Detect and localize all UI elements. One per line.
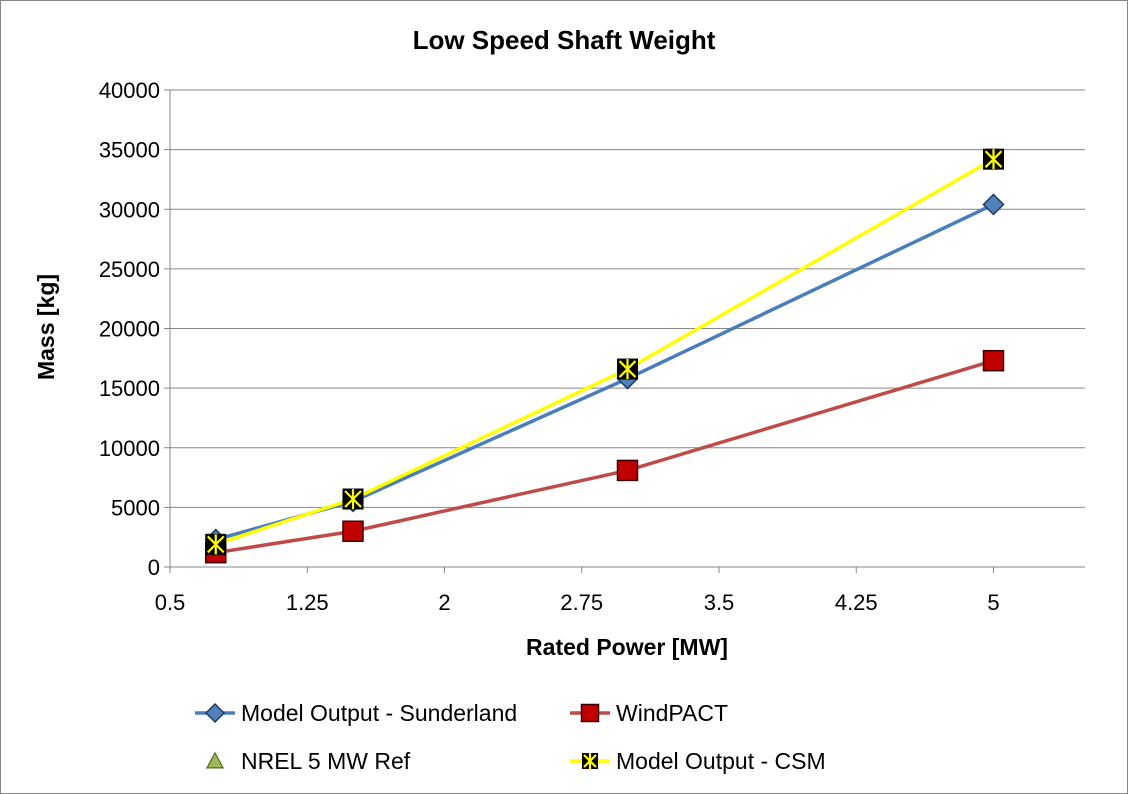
data-point-3-1 <box>342 488 364 510</box>
data-point-3-0 <box>205 533 227 555</box>
y-tick-label: 35000 <box>99 138 160 163</box>
y-axis-title: Mass [kg] <box>33 274 59 380</box>
legend-label: Model Output - CSM <box>616 748 826 774</box>
y-tick-label: 10000 <box>99 436 160 461</box>
y-tick-label: 25000 <box>99 257 160 282</box>
data-point-0-3 <box>982 193 1005 216</box>
x-tick-label: 5 <box>987 590 999 615</box>
legend-marker <box>204 702 226 724</box>
y-tick-label: 40000 <box>99 78 160 103</box>
x-tick-label: 4.25 <box>835 590 878 615</box>
legend-entry-1: WindPACT <box>570 700 728 726</box>
legend-marker <box>582 753 598 769</box>
legend-marker <box>205 751 225 769</box>
legend-label: Model Output - Sunderland <box>241 700 517 726</box>
legend-marker <box>580 703 600 723</box>
data-point-1-2 <box>616 459 639 482</box>
legend-label: WindPACT <box>616 700 728 726</box>
data-point-3-3 <box>983 148 1004 170</box>
legend-entry-3: Model Output - CSM <box>570 748 826 774</box>
series-line-3 <box>215 157 995 547</box>
data-point-1-3 <box>982 349 1005 372</box>
x-tick-label: 2.75 <box>560 590 603 615</box>
axes: 0 5000 10000 15000 20000 25000 30000 35000 40000… <box>99 78 1085 615</box>
series-line-1 <box>215 359 995 555</box>
x-tick-label: 3.5 <box>704 590 735 615</box>
x-tick-label: 1.25 <box>286 590 329 615</box>
legend-entry-0: Model Output - Sunderland <box>195 700 517 726</box>
data-point-1-1 <box>342 520 364 542</box>
data-point-3-2 <box>617 358 638 380</box>
chart-title: Low Speed Shaft Weight <box>413 25 716 55</box>
x-axis-title: Rated Power [MW] <box>526 634 728 660</box>
y-tick-label: 30000 <box>99 197 160 222</box>
y-tick-label: 15000 <box>99 376 160 401</box>
series <box>204 148 1005 564</box>
y-tick-label: 20000 <box>99 317 160 342</box>
y-tick-label: 5000 <box>111 495 160 520</box>
legend: Model Output - Sunderland WindPACT NREL 5 … <box>195 700 826 774</box>
x-tick-label: 2 <box>438 590 450 615</box>
legend-label: NREL 5 MW Ref <box>241 748 411 774</box>
x-tick-label: 0.5 <box>155 590 186 615</box>
y-tick-label: 0 <box>148 555 160 580</box>
legend-entry-2: NREL 5 MW Ref <box>205 748 411 774</box>
